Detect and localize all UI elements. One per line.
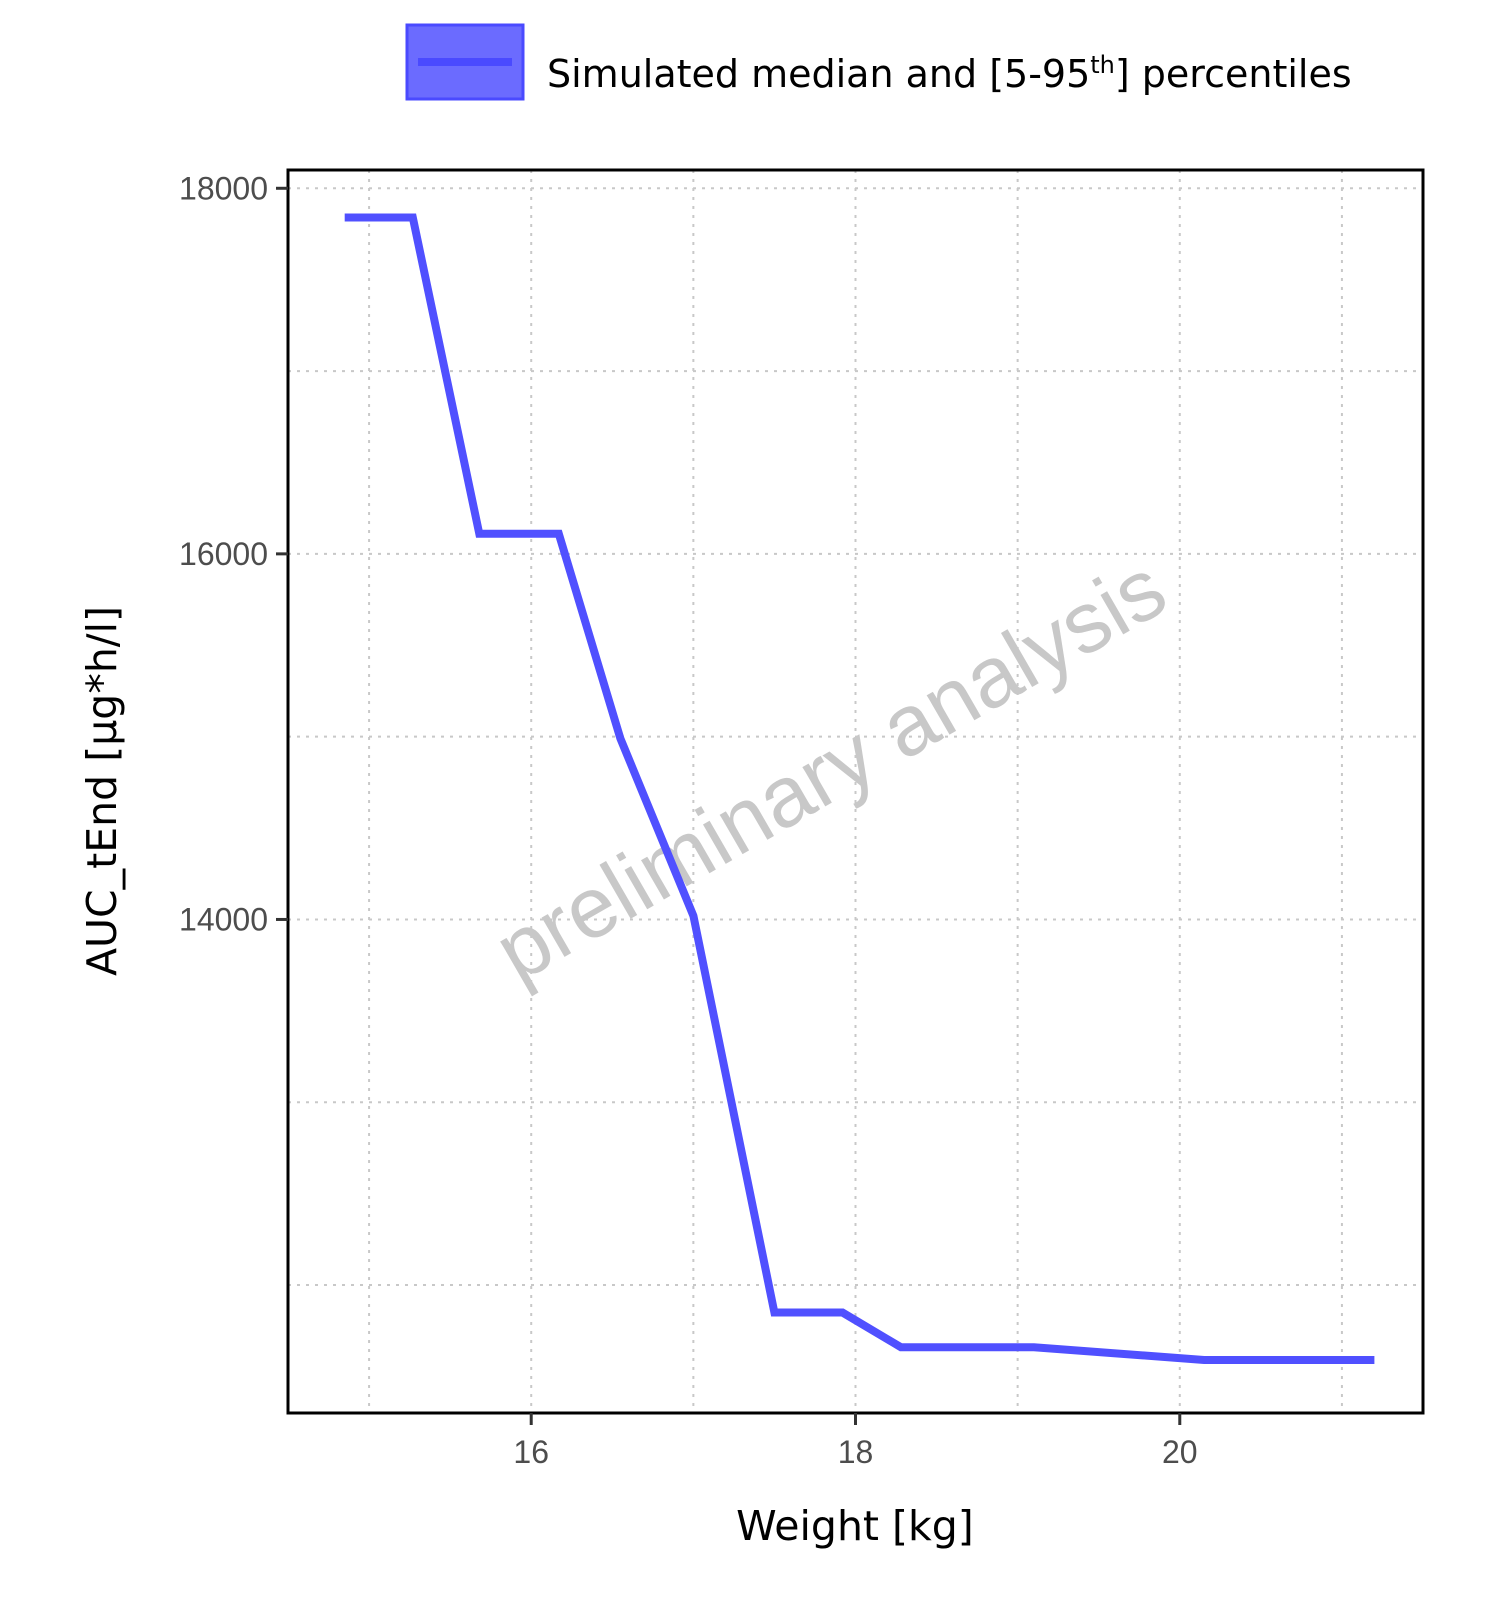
legend-label-main: Simulated median and [5-95	[547, 52, 1090, 96]
legend-label-sup: th	[1090, 51, 1115, 79]
y-axis-title: AUC_tEnd [µg*h/l]	[78, 606, 126, 976]
y-tick-label: 16000	[179, 536, 268, 572]
x-tick-label: 20	[1162, 1434, 1198, 1470]
axis-ticks: 16 18 20 14000 16000 18000	[179, 170, 1198, 1470]
y-tick-label: 14000	[179, 901, 268, 937]
series-layer	[344, 213, 1375, 1364]
legend-label: Simulated median and [5-95th] percentile…	[547, 51, 1352, 96]
legend-label-tail: ] percentiles	[1115, 52, 1352, 96]
x-tick-label: 16	[513, 1434, 549, 1470]
legend: Simulated median and [5-95th] percentile…	[405, 23, 1352, 101]
x-axis-title: Weight [kg]	[736, 1502, 974, 1550]
series-line-median	[344, 213, 1375, 1364]
x-tick-label: 18	[838, 1434, 874, 1470]
y-tick-label: 18000	[179, 170, 268, 206]
grid	[288, 170, 1423, 1413]
